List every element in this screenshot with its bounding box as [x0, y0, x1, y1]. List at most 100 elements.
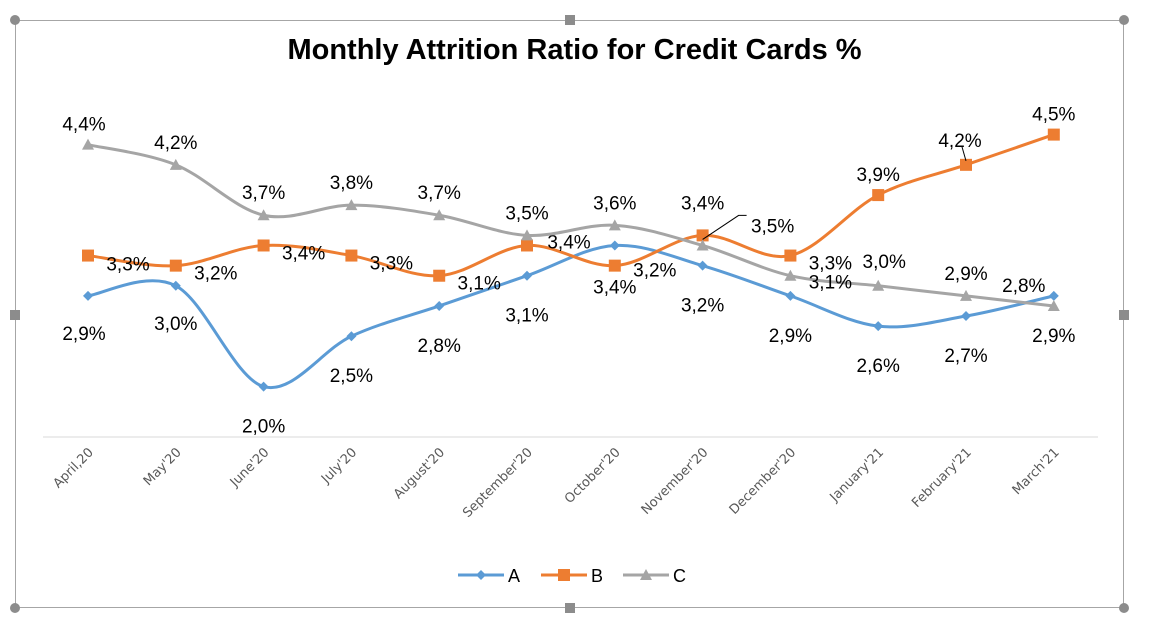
- data-point-square[interactable]: [1047, 128, 1060, 141]
- data-point-diamond[interactable]: [476, 570, 486, 580]
- data-point-triangle[interactable]: [433, 209, 446, 221]
- resize-handle-bottom-left[interactable]: [10, 603, 20, 613]
- data-label: 3,8%: [330, 173, 373, 194]
- data-label: 4,4%: [62, 115, 105, 136]
- resize-handle-left[interactable]: [10, 310, 20, 320]
- data-point-square[interactable]: [521, 239, 533, 252]
- data-label: 3,3%: [106, 255, 149, 276]
- data-label: 3,4%: [547, 232, 590, 253]
- series-line-b[interactable]: [87, 133, 1055, 278]
- data-label: 2,8%: [418, 336, 461, 357]
- series-c: 4,4%4,2%3,7% 3,8% 3,7%3,5% 3,6% 3,4%3,1%3,0%…: [62, 115, 1060, 311]
- data-label: 3,2%: [194, 264, 237, 285]
- data-point-triangle[interactable]: [696, 239, 709, 251]
- data-point-square[interactable]: [169, 259, 182, 272]
- data-label: 3,4%: [681, 193, 724, 214]
- series-a: 2,9% 3,0%2,0%2,5%2,8%3,1%3,4%3,2%2,9%2,6%…: [62, 240, 1076, 438]
- data-point-diamond[interactable]: [522, 270, 532, 281]
- legend-label: A: [508, 566, 520, 586]
- x-tick-label: April,20: [51, 445, 97, 491]
- data-point-square[interactable]: [784, 249, 797, 262]
- data-point-diamond[interactable]: [609, 240, 620, 251]
- data-label: 3,1%: [458, 274, 501, 295]
- data-label: 3,4%: [282, 243, 325, 264]
- data-point-triangle[interactable]: [169, 158, 182, 170]
- legend-item-b[interactable]: B: [541, 566, 603, 586]
- data-point-square[interactable]: [608, 259, 621, 272]
- data-point-diamond[interactable]: [258, 381, 269, 392]
- data-point-square[interactable]: [82, 249, 94, 262]
- data-point-square[interactable]: [872, 189, 885, 202]
- data-point-diamond[interactable]: [83, 290, 93, 301]
- data-point-triangle[interactable]: [640, 569, 652, 580]
- data-label: 2,9%: [769, 326, 812, 347]
- legend-item-a[interactable]: A: [458, 566, 520, 586]
- x-tick-label: August'20: [391, 445, 448, 502]
- data-label: 4,2%: [154, 133, 197, 154]
- resize-handle-top[interactable]: [565, 15, 575, 25]
- data-point-square[interactable]: [257, 239, 270, 252]
- data-point-triangle[interactable]: [1047, 299, 1060, 311]
- data-point-square[interactable]: [345, 249, 358, 262]
- chart-title: Monthly Attrition Ratio for Credit Cards…: [287, 34, 862, 66]
- x-tick-label: July'20: [318, 445, 360, 487]
- data-point-square[interactable]: [558, 569, 570, 581]
- data-point-triangle[interactable]: [608, 219, 621, 231]
- data-point-diamond[interactable]: [961, 311, 971, 322]
- data-label: 3,1%: [809, 273, 852, 294]
- data-point-triangle[interactable]: [521, 229, 533, 241]
- data-point-diamond[interactable]: [434, 300, 445, 311]
- leader-line: [961, 146, 967, 161]
- data-point-diamond[interactable]: [873, 321, 884, 332]
- resize-handle-bottom-right[interactable]: [1119, 603, 1129, 613]
- data-point-triangle[interactable]: [345, 199, 358, 211]
- data-label: 3,2%: [681, 296, 724, 317]
- data-label: 3,2%: [633, 261, 676, 282]
- data-point-triangle[interactable]: [960, 289, 972, 301]
- data-label: 3,5%: [505, 203, 548, 224]
- legend-label: C: [673, 566, 686, 586]
- data-label: 2,8%: [1002, 276, 1045, 297]
- data-point-square[interactable]: [696, 229, 709, 242]
- x-tick-label: May'20: [141, 445, 185, 489]
- legend-label: B: [591, 566, 603, 586]
- data-label: 4,2%: [938, 131, 981, 152]
- x-tick-label: June'20: [227, 445, 273, 491]
- data-label: 2,9%: [62, 324, 105, 345]
- data-label: 2,9%: [1032, 326, 1075, 347]
- x-tick-label: February'21: [909, 445, 975, 511]
- data-label: 3,0%: [154, 314, 197, 335]
- data-point-square[interactable]: [960, 158, 972, 171]
- series-b: 3,3% 3,2%3,4% 3,3%3,1%3,4%3,2%3,5%3,3%3,9%…: [82, 105, 1076, 295]
- x-tick-label: March'21: [1010, 445, 1063, 498]
- data-point-triangle[interactable]: [784, 269, 797, 281]
- data-point-diamond[interactable]: [346, 331, 357, 342]
- data-label: 3,9%: [857, 165, 900, 186]
- series-line-c[interactable]: [87, 143, 1054, 308]
- legend-item-c[interactable]: C: [623, 566, 686, 586]
- data-point-diamond[interactable]: [1048, 290, 1059, 301]
- data-label: 2,0%: [242, 417, 285, 438]
- resize-handle-top-left[interactable]: [10, 15, 20, 25]
- data-label: 3,1%: [505, 306, 548, 327]
- data-point-diamond[interactable]: [785, 290, 796, 301]
- x-tick-label: October'20: [562, 445, 624, 507]
- data-point-triangle[interactable]: [82, 138, 94, 150]
- data-label: 4,5%: [1032, 105, 1075, 126]
- data-label: 2,6%: [857, 356, 900, 377]
- data-point-diamond[interactable]: [170, 280, 181, 291]
- resize-handle-top-right[interactable]: [1119, 15, 1129, 25]
- data-point-triangle[interactable]: [257, 209, 270, 221]
- x-tick-label: December'20: [727, 445, 800, 518]
- data-label: 3,6%: [593, 193, 636, 214]
- data-label: 3,4%: [593, 277, 636, 298]
- x-tick-label: November'20: [639, 445, 712, 518]
- data-label: 2,9%: [944, 264, 987, 285]
- data-point-square[interactable]: [433, 269, 446, 282]
- data-label: 3,7%: [242, 183, 285, 204]
- resize-handle-bottom[interactable]: [565, 603, 575, 613]
- data-point-triangle[interactable]: [872, 279, 885, 291]
- resize-handle-right[interactable]: [1119, 310, 1129, 320]
- data-point-diamond[interactable]: [697, 260, 708, 271]
